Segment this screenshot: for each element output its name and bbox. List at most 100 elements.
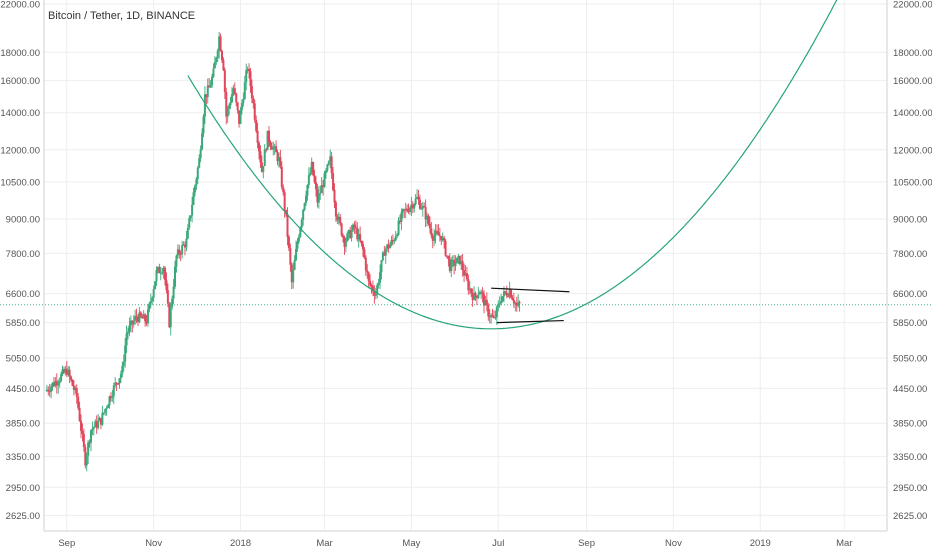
candle-body (444, 240, 447, 256)
candle-body (174, 266, 177, 287)
candles (45, 31, 521, 472)
candle-body (176, 249, 179, 256)
candle-body (473, 292, 476, 300)
candle-body (85, 455, 88, 466)
candle-body (354, 227, 357, 229)
candle-body (215, 57, 218, 63)
candle-body (154, 281, 157, 290)
candle-body (188, 218, 191, 228)
candle-body (326, 164, 329, 171)
candle-body (206, 85, 209, 98)
candle-body (117, 383, 120, 385)
candle-body (99, 417, 102, 425)
candle-body (256, 130, 259, 143)
candle-body (208, 85, 211, 88)
candle-body (470, 288, 473, 294)
candle-body (151, 297, 154, 301)
candle-body (134, 316, 137, 321)
candle-body (480, 291, 483, 293)
candle-body (453, 259, 456, 267)
candle-body (218, 36, 221, 51)
candle-body (417, 196, 420, 200)
candle-body (317, 193, 320, 203)
candle-body (423, 206, 426, 208)
candle-body (243, 82, 246, 100)
candle-body (67, 369, 70, 375)
candle-body (260, 162, 263, 172)
candle-body (255, 119, 258, 131)
candle-body (457, 255, 460, 258)
candle-body (265, 149, 268, 151)
candle-body (209, 85, 212, 88)
candle-body (162, 267, 165, 273)
y-axis-labels-right: 2625.00 2950.00 3350.00 3850.00 4450.00 5050.… (893, 0, 932, 522)
candle-body (230, 94, 233, 103)
candle-body (491, 315, 494, 317)
candle-body (263, 149, 266, 167)
candle-body (146, 309, 149, 324)
candle-body (183, 244, 186, 248)
candle-body (77, 396, 80, 408)
candle-body (518, 302, 521, 304)
candle-body (101, 412, 104, 425)
candle-body (440, 236, 443, 241)
y-tick-label-left: 5850.00 (6, 318, 40, 329)
y-tick-label-left: 2950.00 (6, 483, 40, 494)
candle-body (127, 331, 130, 334)
candle-body (498, 303, 501, 305)
candle-body (198, 158, 201, 168)
candle-body (64, 368, 67, 373)
candle-body (515, 303, 518, 306)
candle-body (517, 302, 520, 306)
candle-body (316, 189, 319, 203)
candle-body (380, 260, 383, 273)
candle-body (504, 291, 507, 293)
y-tick-label-left: 3850.00 (6, 419, 40, 430)
candle-body (169, 306, 172, 328)
candle-body (344, 240, 347, 247)
y-tick-label-right: 4450.00 (893, 384, 927, 395)
x-tick-label: Nov (145, 538, 162, 549)
candle-body (334, 202, 337, 217)
candle-body (307, 175, 310, 185)
candle-body (467, 279, 470, 291)
candle-body (332, 173, 335, 190)
candle-body (327, 161, 330, 165)
candle-body (381, 252, 384, 261)
candle-body (398, 220, 401, 222)
drawings[interactable] (187, 0, 839, 330)
candle-body (253, 103, 256, 120)
x-tick-label: 2018 (230, 538, 251, 549)
candle-body (302, 209, 305, 220)
candle-body (512, 300, 515, 304)
candle-body (390, 239, 393, 245)
candle-body (62, 369, 65, 373)
candle-body (141, 316, 144, 319)
candle-body (71, 379, 74, 386)
candle-body (323, 173, 326, 188)
candle-body (475, 295, 478, 298)
candle-body (220, 50, 223, 61)
candle-body (232, 88, 235, 95)
candle-body (124, 345, 127, 362)
candle-body (273, 146, 276, 148)
x-tick-label: Mar (316, 538, 332, 549)
candle-body (487, 304, 490, 317)
candle-body (438, 235, 441, 237)
candle-body (131, 320, 134, 325)
x-tick-label: Nov (665, 538, 682, 549)
candle-body (353, 224, 356, 228)
x-tick-label: 2019 (750, 538, 771, 549)
candle-body (314, 182, 317, 190)
candle-body (450, 260, 453, 272)
candle-body (238, 110, 241, 124)
y-tick-label-right: 22000.00 (893, 0, 932, 11)
candle-body (464, 272, 467, 276)
y-tick-label-right: 16000.00 (893, 76, 932, 87)
candle-body (61, 369, 64, 375)
candle-body (149, 300, 152, 304)
candle-body (270, 146, 273, 150)
candle-body (374, 294, 377, 296)
candle-body (54, 381, 57, 386)
